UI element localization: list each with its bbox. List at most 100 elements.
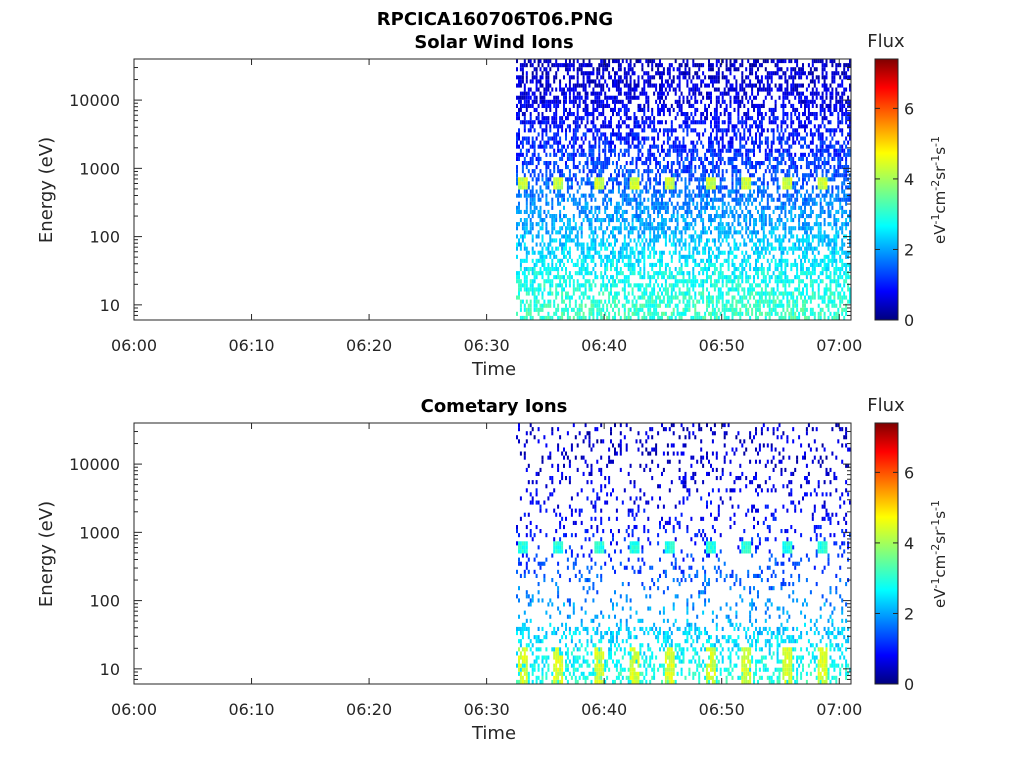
heatmap-cell [774,173,777,178]
heatmap-cell [770,287,773,292]
heatmap-cell [764,295,767,300]
heatmap-cell [635,144,638,149]
heatmap-cell [655,161,658,166]
heatmap-cell [764,234,767,239]
heatmap-cell [633,214,636,219]
heatmap-cell [608,75,611,80]
heatmap-cell [565,91,567,96]
heatmap-cell [747,161,750,166]
heatmap-cell [798,242,801,247]
heatmap-cell [561,193,564,198]
heatmap-cell [572,287,575,292]
heatmap-cell [762,116,765,121]
heatmap-cell [559,83,562,88]
heatmap-cell [563,205,565,210]
heatmap-cell [804,258,806,263]
heatmap-cell [682,226,685,231]
heatmap-cell [553,99,556,104]
heatmap-cell [790,59,793,64]
heatmap-cell [533,275,536,280]
heatmap-cell [590,112,593,117]
heatmap-cell [516,173,518,178]
heatmap-cell [606,201,609,206]
heatmap-cell [516,226,518,231]
heatmap-cell [572,156,575,161]
heatmap-cell [641,120,644,125]
heatmap-cell [737,287,740,292]
heatmap-cell [580,205,583,210]
heatmap-cell [692,287,695,292]
heatmap-cell [741,124,744,129]
heatmap-cell [807,315,810,320]
heatmap-cell [629,181,632,186]
heatmap-cell [566,238,569,243]
heatmap-cell [576,287,579,292]
heatmap-cell [566,226,569,231]
heatmap-cell [790,234,793,239]
heatmap-cell [643,287,646,292]
heatmap-cell [794,275,797,280]
heatmap-cell [784,201,787,206]
heatmap-cell [588,112,591,117]
heatmap-cell [710,144,712,149]
heatmap-cell [533,250,536,255]
heatmap-cell [565,165,567,170]
heatmap-cell [614,250,616,255]
heatmap-cell [678,79,681,84]
heatmap-cell [533,152,536,157]
heatmap-cell [592,132,595,137]
heatmap-cell [612,148,614,153]
heatmap-cell [584,181,587,186]
heatmap-cell [698,242,701,247]
heatmap-cell [739,230,742,235]
heatmap-cell [760,112,763,117]
heatmap-cell [792,226,795,231]
heatmap-cell [713,181,716,186]
heatmap-cell [621,189,624,194]
heatmap-cell [706,156,708,161]
heatmap-cell [678,124,681,129]
heatmap-cell [706,275,708,280]
heatmap-cell [627,291,630,296]
heatmap-cell [664,152,667,157]
heatmap-cell [772,165,775,170]
heatmap-cell [747,107,750,112]
heatmap-cell [711,185,714,190]
heatmap-cell [758,291,761,296]
heatmap-cell [680,177,683,182]
heatmap-cell [531,279,534,284]
heatmap-cell [625,315,628,320]
heatmap-cell [539,287,542,292]
heatmap-cell [678,144,681,149]
heatmap-cell [698,271,701,276]
heatmap-cell [664,230,667,235]
heatmap-cell [733,59,736,64]
heatmap-cell [606,287,609,292]
heatmap-cell [584,303,587,308]
heatmap-cell [649,315,652,320]
heatmap-cell [805,291,808,296]
heatmap-cell [527,161,530,166]
heatmap-cell [662,299,665,304]
heatmap-cell [559,124,562,129]
heatmap-cell [523,234,526,239]
heatmap-cell [631,303,634,308]
heatmap-cell [766,303,769,308]
heatmap-cell [670,254,673,259]
heatmap-cell [586,63,589,68]
heatmap-cell [696,148,699,153]
heatmap-cell [729,140,732,145]
heatmap-cell [619,63,622,68]
heatmap-cell [592,279,595,284]
heatmap-cell [745,165,748,170]
heatmap-cell [516,156,518,161]
heatmap-cell [702,63,705,68]
heatmap-cell [535,95,538,100]
heatmap-cell [549,299,552,304]
heatmap-cell [655,238,658,243]
heatmap-cell [580,120,583,125]
heatmap-cell [666,287,669,292]
heatmap-cell [600,226,603,231]
heatmap-cell [598,161,601,166]
heatmap-cell [715,95,718,100]
